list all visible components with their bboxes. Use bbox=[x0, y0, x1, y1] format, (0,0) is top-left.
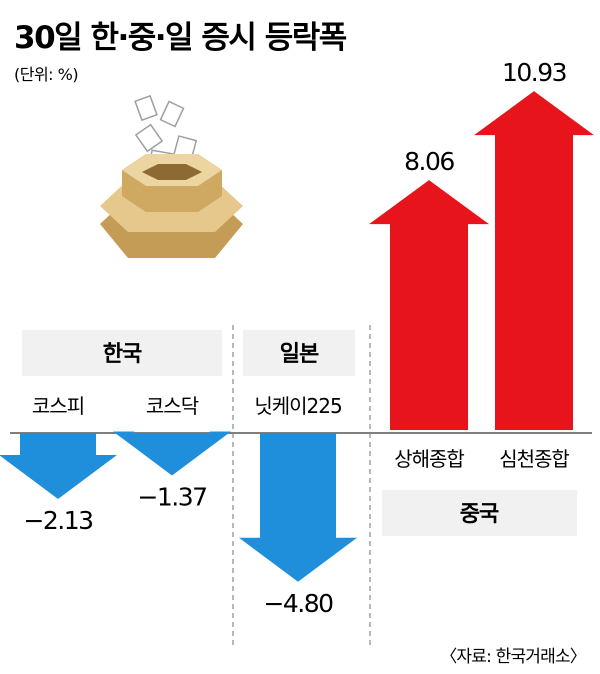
group-box-korea bbox=[22, 330, 222, 376]
ballot-box-icon bbox=[100, 94, 243, 258]
value-label-kosdaq: −1.37 bbox=[137, 482, 206, 511]
chart-title: 30일 한·중·일 증시 등락폭 bbox=[14, 20, 347, 56]
value-label-kospi: −2.13 bbox=[23, 506, 92, 535]
bar-arrow-shanghai bbox=[369, 180, 489, 430]
value-label-shenzhen: 10.93 bbox=[502, 58, 566, 87]
unit-label: (단위: %) bbox=[14, 65, 78, 84]
bar-arrow-kosdaq bbox=[113, 431, 231, 476]
group-label-china: 중국 bbox=[460, 502, 499, 527]
value-label-nikkei: −4.80 bbox=[263, 589, 333, 618]
category-label-nikkei: 닛케이225 bbox=[254, 394, 341, 418]
group-box-china bbox=[382, 490, 577, 536]
source-label: 〈자료: 한국거래소〉 bbox=[440, 647, 586, 667]
group-label-japan: 일본 bbox=[280, 342, 319, 367]
category-label-kosdaq: 코스닥 bbox=[146, 394, 199, 418]
bar-arrow-nikkei bbox=[239, 433, 357, 582]
group-box-japan bbox=[243, 330, 355, 376]
bar-arrow-shenzhen bbox=[474, 91, 594, 431]
category-label-shanghai: 상해종합 bbox=[394, 447, 464, 471]
bar-arrows bbox=[0, 91, 594, 582]
value-label-shanghai: 8.06 bbox=[404, 147, 454, 176]
category-label-kospi: 코스피 bbox=[32, 394, 84, 418]
bar-arrow-kospi bbox=[0, 433, 117, 500]
category-label-shenzhen: 심천종합 bbox=[499, 447, 569, 471]
group-label-korea: 한국 bbox=[103, 342, 142, 367]
